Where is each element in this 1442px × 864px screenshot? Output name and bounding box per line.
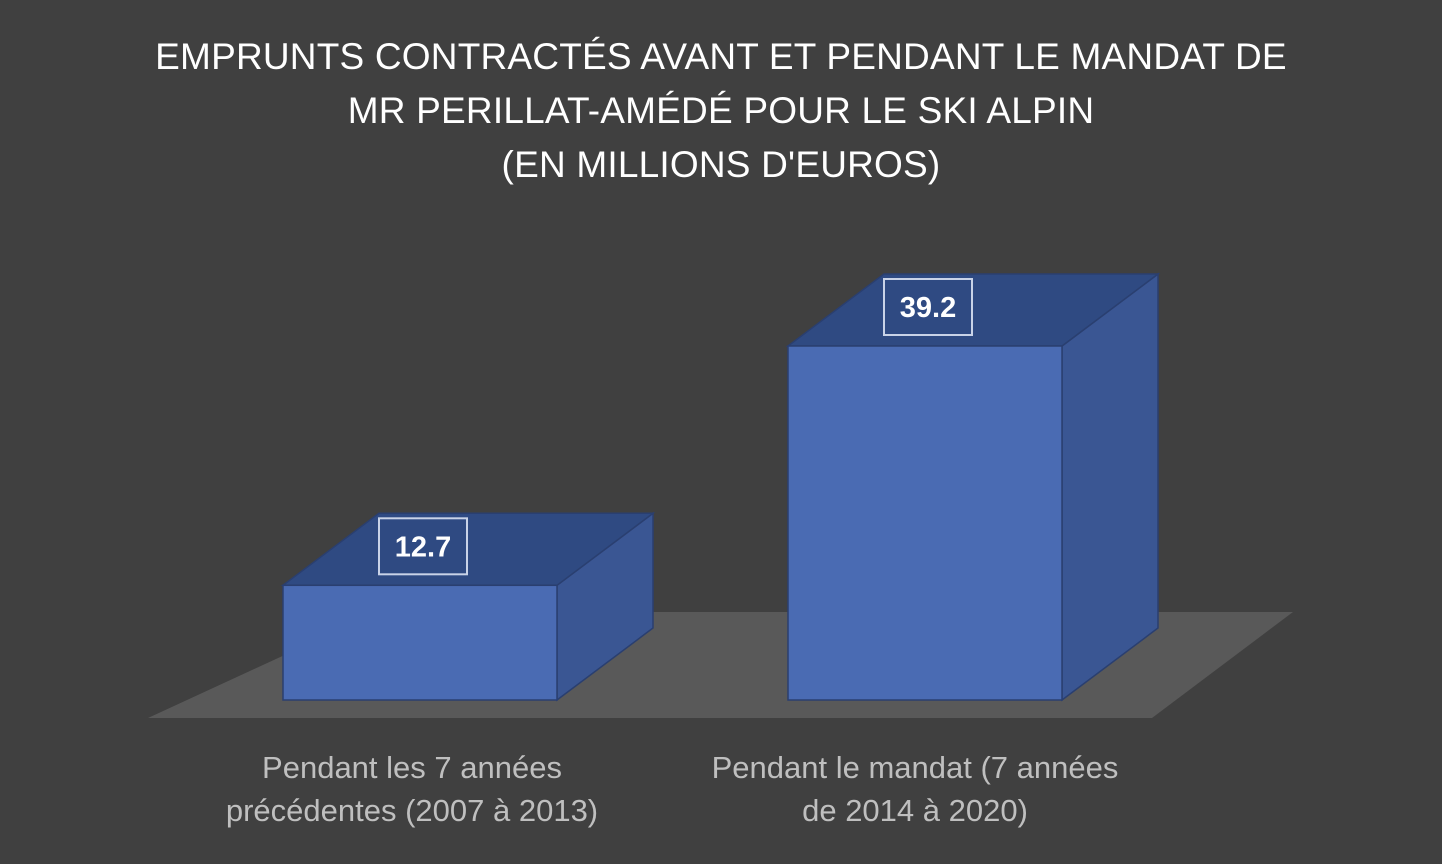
category-label-line: Pendant le mandat (7 années [711, 750, 1119, 785]
category-label-line: Pendant les 7 années [262, 750, 562, 785]
category-label-before-mandate: Pendant les 7 années précédentes (2007 à… [162, 746, 662, 832]
category-label-line: de 2014 à 2020) [802, 793, 1028, 828]
data-label: 12.7 [395, 531, 451, 563]
chart-title-line-3: (EN MILLIONS D'EUROS) [501, 144, 941, 185]
data-label-box [883, 278, 973, 336]
chart-title-line-1: EMPRUNTS CONTRACTÉS AVANT ET PENDANT LE … [155, 36, 1287, 77]
bar-before-mandate [282, 584, 558, 701]
bar-during-mandate [787, 345, 1063, 701]
data-label-box [378, 517, 468, 576]
bar-side-face [1061, 272, 1159, 702]
chart-title: EMPRUNTS CONTRACTÉS AVANT ET PENDANT LE … [0, 30, 1442, 192]
category-label-during-mandate: Pendant le mandat (7 années de 2014 à 20… [665, 746, 1165, 832]
category-label-line: précédentes (2007 à 2013) [225, 793, 599, 828]
data-label: 39.2 [900, 292, 956, 324]
chart-title-line-2: MR PERILLAT-AMÉDÉ POUR LE SKI ALPIN [347, 90, 1095, 131]
